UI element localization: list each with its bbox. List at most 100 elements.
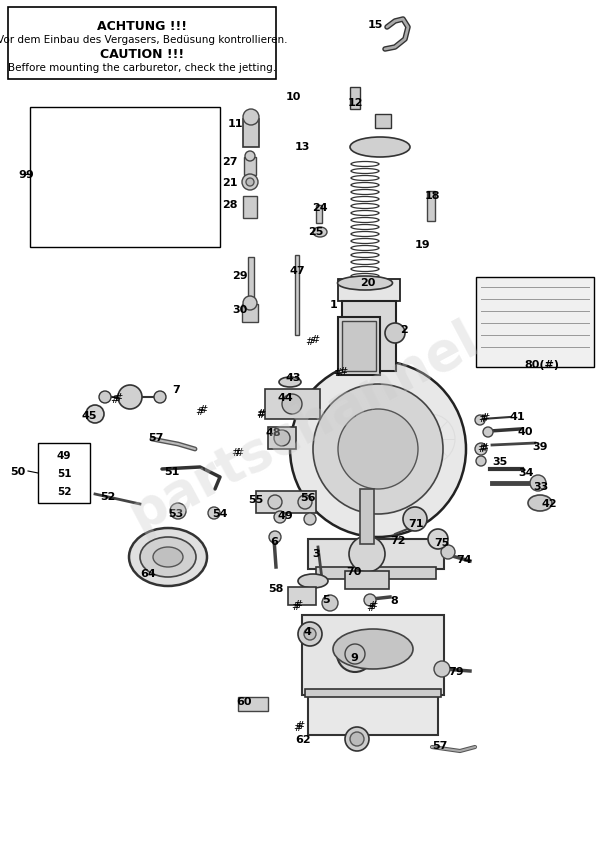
Text: 21: 21 [222, 178, 238, 187]
Circle shape [434, 661, 450, 677]
Text: #: # [231, 447, 240, 458]
Circle shape [245, 152, 255, 162]
Circle shape [475, 416, 485, 425]
Bar [338, 279, 400, 302]
Circle shape [345, 644, 365, 665]
Circle shape [345, 727, 369, 751]
Text: 6: 6 [270, 537, 278, 546]
Ellipse shape [337, 277, 392, 291]
Bar [38, 444, 90, 504]
Text: #: # [479, 442, 488, 452]
Text: 3: 3 [312, 549, 320, 558]
Circle shape [282, 394, 302, 415]
Text: #: # [477, 444, 486, 453]
Text: 52: 52 [100, 492, 115, 502]
Circle shape [475, 444, 487, 456]
Circle shape [304, 514, 316, 526]
Bar [244, 158, 256, 176]
Bar [238, 697, 268, 711]
Bar [342, 302, 396, 371]
Bar [375, 115, 391, 129]
Circle shape [313, 384, 443, 515]
Circle shape [304, 628, 316, 640]
Text: 7: 7 [172, 384, 180, 394]
Text: 80(#): 80(#) [524, 360, 559, 370]
Ellipse shape [129, 528, 207, 586]
Circle shape [208, 508, 220, 520]
Text: 28: 28 [222, 199, 238, 210]
Text: 55: 55 [248, 494, 263, 504]
Text: 48: 48 [265, 428, 281, 437]
Text: 42: 42 [541, 498, 557, 509]
Text: 27: 27 [222, 157, 238, 167]
Text: 64: 64 [140, 568, 156, 579]
Bar [268, 428, 296, 450]
Text: ACHTUNG !!!: ACHTUNG !!! [97, 20, 187, 32]
Ellipse shape [350, 138, 410, 158]
Text: #: # [256, 408, 266, 418]
Bar [265, 389, 320, 419]
Circle shape [290, 361, 466, 538]
Bar [8, 8, 276, 80]
Text: 34: 34 [518, 468, 533, 477]
Circle shape [530, 475, 546, 492]
Ellipse shape [333, 630, 413, 669]
Text: 9: 9 [350, 653, 358, 662]
Ellipse shape [140, 538, 196, 578]
Text: CAUTION !!!: CAUTION !!! [100, 48, 184, 60]
Circle shape [403, 508, 427, 532]
Circle shape [118, 386, 142, 410]
Text: #: # [338, 366, 347, 377]
Text: 8: 8 [390, 596, 398, 605]
Bar [308, 695, 438, 735]
Text: 40: 40 [518, 427, 533, 436]
Text: #: # [366, 602, 375, 613]
Text: 30: 30 [232, 305, 247, 314]
Bar [30, 108, 220, 248]
Bar [248, 257, 254, 300]
Text: #: # [295, 720, 304, 730]
Ellipse shape [279, 377, 301, 388]
Text: 2: 2 [400, 325, 408, 335]
Text: 58: 58 [268, 584, 283, 593]
Text: #: # [113, 393, 122, 402]
Bar [242, 305, 258, 323]
Circle shape [298, 495, 312, 509]
Text: 50: 50 [10, 466, 25, 476]
Text: Vor dem Einbau des Vergasers, Bedüsung kontrollieren.: Vor dem Einbau des Vergasers, Bedüsung k… [0, 35, 287, 45]
Bar [360, 489, 374, 544]
Bar [295, 256, 299, 336]
Bar [308, 539, 444, 569]
Text: 60: 60 [236, 696, 252, 706]
Text: 74: 74 [456, 555, 471, 564]
Circle shape [364, 595, 376, 607]
Bar [288, 587, 316, 605]
Text: #: # [333, 367, 342, 377]
Text: 24: 24 [312, 203, 328, 213]
Text: 57: 57 [432, 740, 448, 750]
Circle shape [428, 529, 448, 550]
Bar [345, 572, 389, 590]
Text: 52: 52 [57, 486, 71, 497]
Text: 43: 43 [286, 372, 301, 383]
Text: #: # [305, 337, 314, 347]
Text: 44: 44 [278, 393, 294, 402]
Text: #: # [198, 405, 208, 415]
Text: 11: 11 [228, 119, 244, 129]
Text: 5: 5 [322, 595, 329, 604]
Circle shape [154, 392, 166, 404]
Bar [350, 88, 360, 110]
Text: 10: 10 [286, 92, 301, 102]
Bar [316, 567, 436, 579]
Bar [316, 206, 322, 224]
Circle shape [274, 430, 290, 446]
Text: 62: 62 [295, 734, 311, 744]
Circle shape [338, 410, 418, 489]
Text: 39: 39 [532, 441, 547, 452]
Text: 25: 25 [308, 227, 323, 237]
Circle shape [337, 636, 373, 672]
Text: #: # [234, 447, 244, 458]
Circle shape [243, 110, 259, 126]
Bar [243, 120, 259, 148]
Text: #: # [478, 413, 487, 423]
